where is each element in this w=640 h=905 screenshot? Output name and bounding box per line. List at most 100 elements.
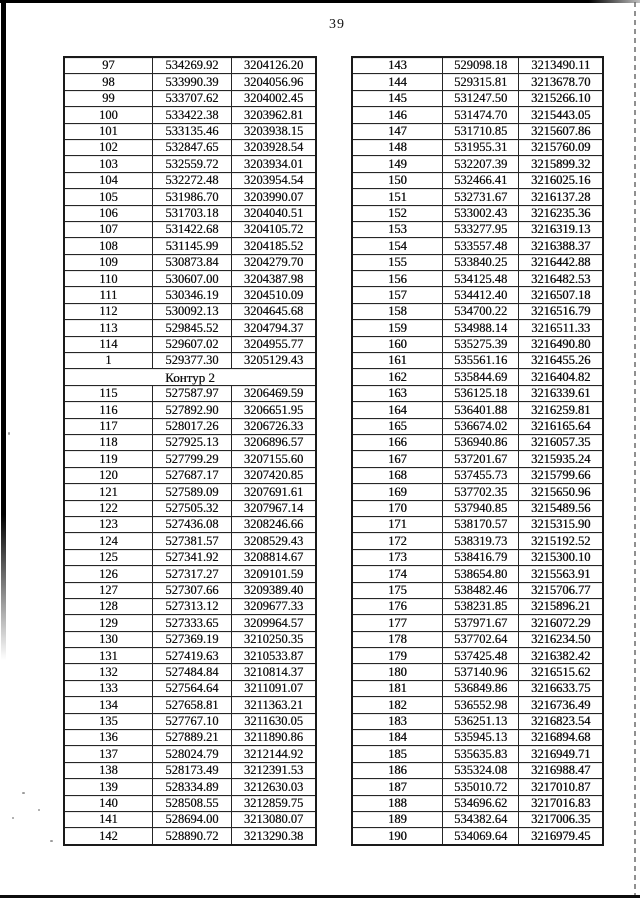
table-row: 97 534269.92 3204126.20	[63, 56, 317, 75]
y-coordinate-cell: 3217010.87	[518, 778, 604, 796]
y-coordinate-cell: 3211363.21	[231, 696, 317, 714]
point-number-cell: 175	[351, 581, 443, 599]
y-coordinate-cell: 3213290.38	[231, 827, 317, 846]
x-coordinate-cell: 532466.41	[441, 171, 520, 190]
point-number-cell: 133	[63, 679, 153, 698]
point-number-cell: 165	[351, 417, 443, 435]
y-coordinate-cell: 3207967.14	[231, 499, 317, 517]
point-number-cell: 147	[351, 122, 443, 140]
table-row: 179 537425.48 3216382.42	[351, 647, 604, 665]
y-coordinate-cell: 3215489.56	[518, 499, 604, 517]
table-row: 165 536674.02 3216165.64	[351, 417, 604, 435]
x-coordinate-cell: 538231.85	[441, 597, 520, 616]
y-coordinate-cell: 3213080.07	[231, 810, 317, 829]
table-row: 133 527564.64 3211091.07	[63, 679, 317, 698]
y-coordinate-cell: 3215315.90	[518, 515, 604, 534]
x-coordinate-cell: 527889.21	[151, 729, 233, 747]
point-number-cell: 136	[63, 729, 153, 747]
y-coordinate-cell: 3212859.75	[231, 794, 317, 812]
y-coordinate-cell: 3216949.71	[518, 745, 604, 763]
y-coordinate-cell: 3208246.66	[231, 515, 317, 534]
x-coordinate-cell: 537702.64	[441, 630, 520, 649]
y-coordinate-cell: 3216736.49	[518, 696, 604, 714]
x-coordinate-cell: 533840.25	[441, 253, 520, 272]
point-number-cell: 157	[351, 286, 443, 304]
point-number-cell: 168	[351, 466, 443, 485]
y-coordinate-cell: 3209101.59	[231, 565, 317, 583]
table-row: 168 537455.73 3215799.66	[351, 466, 604, 485]
point-number-cell: 152	[351, 204, 443, 222]
y-coordinate-cell: 3204645.68	[231, 302, 317, 321]
x-coordinate-cell: 534412.40	[441, 286, 520, 304]
coordinates-table-right: 143 529098.18 3213490.11 144 529315.81 321367…	[351, 56, 604, 846]
x-coordinate-cell: 537702.35	[441, 483, 520, 501]
point-number-cell: 160	[351, 335, 443, 354]
point-number-cell: 183	[351, 712, 443, 731]
table-row: 146 531474.70 3215443.05	[351, 106, 604, 124]
point-number-cell: 181	[351, 679, 443, 698]
table-row: 150 532466.41 3216025.16	[351, 171, 604, 190]
point-number-cell: 184	[351, 729, 443, 747]
y-coordinate-cell: 3209389.40	[231, 581, 317, 599]
table-row: 163 536125.18 3216339.61	[351, 384, 604, 403]
point-number-cell: 170	[351, 499, 443, 517]
y-coordinate-cell: 3203954.54	[231, 171, 317, 190]
table-row: 178 537702.64 3216234.50	[351, 630, 604, 649]
table-row: 186 535324.08 3216988.47	[351, 761, 604, 780]
table-row: 128 527313.12 3209677.33	[63, 597, 317, 616]
table-row: 183 536251.13 3216823.54	[351, 712, 604, 731]
point-number-cell: 188	[351, 794, 443, 812]
x-coordinate-cell: 538482.46	[441, 581, 520, 599]
table-row: 106 531703.18 3204040.51	[63, 204, 317, 222]
point-number-cell: 116	[63, 401, 153, 419]
x-coordinate-cell: 538170.57	[441, 515, 520, 534]
point-number-cell: 118	[63, 433, 153, 452]
table-row: 152 533002.43 3216235.36	[351, 204, 604, 222]
y-coordinate-cell: 3204126.20	[231, 56, 317, 75]
y-coordinate-cell: 3216442.88	[518, 253, 604, 272]
table-row: 98 533990.39 3204056.96	[63, 73, 317, 91]
table-row: 180 537140.96 3216515.62	[351, 663, 604, 681]
x-coordinate-cell: 529607.02	[151, 335, 233, 354]
x-coordinate-cell: 529845.52	[151, 319, 233, 337]
y-coordinate-cell: 3208529.43	[231, 532, 317, 550]
x-coordinate-cell: 534125.48	[441, 270, 520, 288]
y-coordinate-cell: 3217016.83	[518, 794, 604, 812]
x-coordinate-cell: 529377.30	[151, 352, 233, 370]
y-coordinate-cell: 3216511.33	[518, 319, 604, 337]
x-coordinate-cell: 537971.67	[441, 614, 520, 632]
table-row: 111 530346.19 3204510.09	[63, 286, 317, 304]
table-row: Контур 2	[63, 368, 317, 386]
scan-speck	[22, 792, 25, 794]
table-row: 119 527799.29 3207155.60	[63, 450, 317, 468]
point-number-cell: 130	[63, 630, 153, 649]
table-row: 126 527317.27 3209101.59	[63, 565, 317, 583]
point-number-cell: 176	[351, 597, 443, 616]
point-number-cell: 185	[351, 745, 443, 763]
table-row: 170 537940.85 3215489.56	[351, 499, 604, 517]
y-coordinate-cell: 3216516.79	[518, 302, 604, 321]
y-coordinate-cell: 3210250.35	[231, 630, 317, 649]
table-row: 110 530607.00 3204387.98	[63, 270, 317, 288]
table-row: 155 533840.25 3216442.88	[351, 253, 604, 272]
x-coordinate-cell: 533707.62	[151, 89, 233, 108]
point-number-cell: 122	[63, 499, 153, 517]
point-number-cell: 153	[351, 220, 443, 239]
table-row: 101 533135.46 3203938.15	[63, 122, 317, 140]
table-row: 139 528334.89 3212630.03	[63, 778, 317, 796]
table-row: 135 527767.10 3211630.05	[63, 712, 317, 731]
y-coordinate-cell: 3206469.59	[231, 384, 317, 403]
y-coordinate-cell: 3216894.68	[518, 729, 604, 747]
x-coordinate-cell: 528890.72	[151, 827, 233, 846]
scan-speck	[8, 432, 10, 435]
table-row: 184 535945.13 3216894.68	[351, 729, 604, 747]
x-coordinate-cell: 527381.57	[151, 532, 233, 550]
table-row: 173 538416.79 3215300.10	[351, 548, 604, 567]
y-coordinate-cell: 3216515.62	[518, 663, 604, 681]
x-coordinate-cell: 527436.08	[151, 515, 233, 534]
y-coordinate-cell: 3211091.07	[231, 679, 317, 698]
y-coordinate-cell: 3216165.64	[518, 417, 604, 435]
point-number-cell: 190	[351, 827, 443, 846]
y-coordinate-cell: 3211890.86	[231, 729, 317, 747]
x-coordinate-cell: 536940.86	[441, 433, 520, 452]
